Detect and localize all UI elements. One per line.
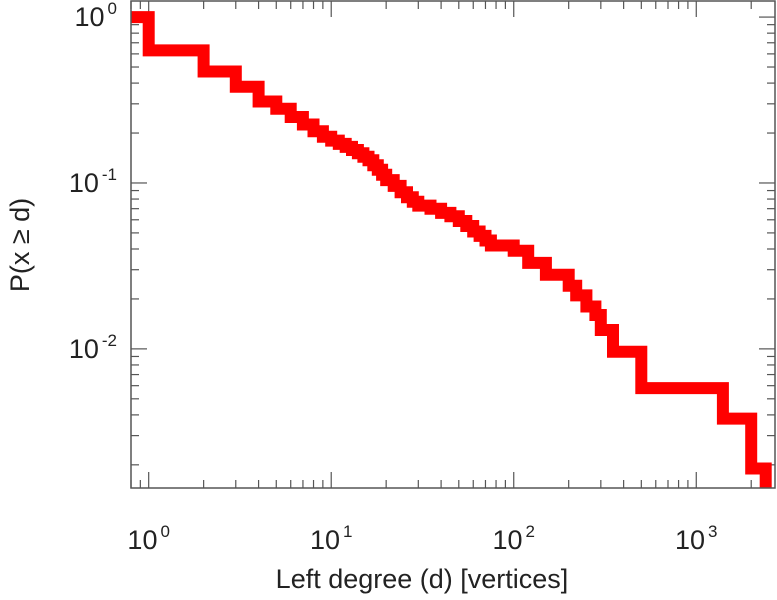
x-axis-label: Left degree (d) [vertices] — [276, 564, 569, 594]
x-tick-label: 10 2 — [492, 522, 535, 555]
plot-frame — [130, 0, 776, 489]
series-layer — [131, 11, 772, 488]
x-tick-label: 10 0 — [127, 522, 170, 555]
axis-ticks — [130, 1, 775, 488]
y-tick-label: 10 -1 — [69, 165, 117, 198]
y-tick-label: 10 0 — [74, 0, 117, 32]
y-tick-label: 10 -2 — [69, 331, 117, 364]
y-axis-label: P(x ≥ d) — [5, 198, 35, 292]
tick-labels: 10 0 10 1 10 2 10 3 10 0 10 -1 10 -2 — [69, 0, 718, 555]
x-tick-label: 10 3 — [675, 522, 718, 555]
x-tick-label: 10 1 — [310, 522, 353, 555]
ccdf-step-line — [131, 11, 772, 488]
